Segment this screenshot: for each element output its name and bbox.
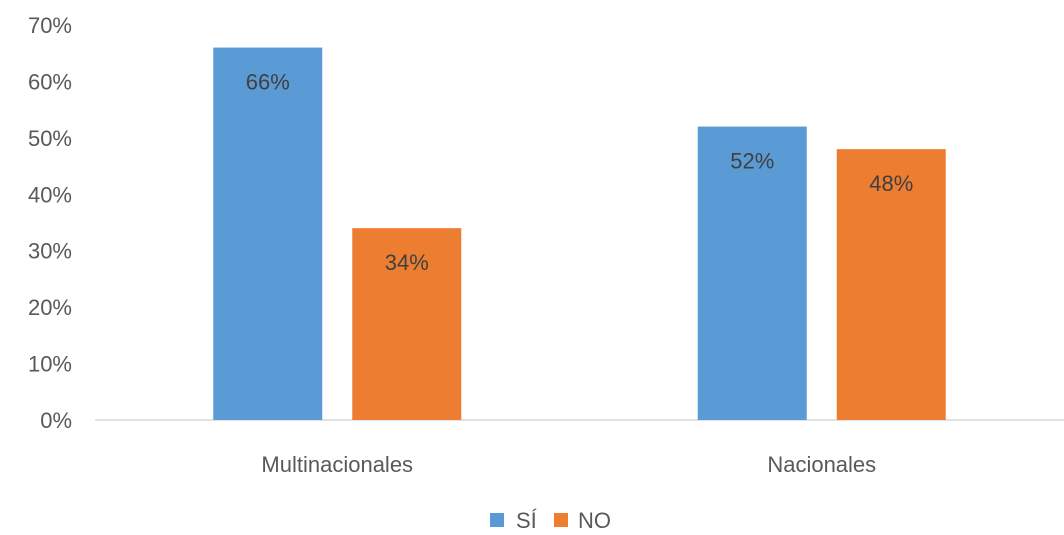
y-tick-label: 20% <box>28 295 72 320</box>
y-axis: 0% 10% 20% 30% 40% 50% 60% 70% <box>28 13 72 433</box>
data-label: 34% <box>385 250 429 275</box>
legend-swatch <box>490 513 504 527</box>
bar <box>697 126 807 421</box>
y-tick-label: 10% <box>28 352 72 377</box>
bars: 66% 34% 52% 48% <box>213 47 946 421</box>
legend-label: SÍ <box>516 508 538 533</box>
bar <box>213 47 323 420</box>
y-tick-label: 50% <box>28 126 72 151</box>
data-label: 52% <box>730 149 774 174</box>
y-tick-label: 0% <box>40 408 72 433</box>
x-axis-labels: Multinacionales Nacionales <box>261 452 876 477</box>
data-label: 66% <box>246 70 290 95</box>
bar <box>352 228 462 420</box>
y-tick-label: 60% <box>28 69 72 94</box>
y-tick-label: 30% <box>28 239 72 264</box>
legend-swatch <box>554 513 568 527</box>
x-tick-label: Nacionales <box>767 452 876 477</box>
legend-label: NO <box>578 508 611 533</box>
bar <box>836 149 946 420</box>
y-tick-label: 40% <box>28 182 72 207</box>
x-tick-label: Multinacionales <box>261 452 413 477</box>
y-tick-label: 70% <box>28 13 72 38</box>
data-label: 48% <box>869 171 913 196</box>
legend: SÍ NO <box>490 508 611 533</box>
